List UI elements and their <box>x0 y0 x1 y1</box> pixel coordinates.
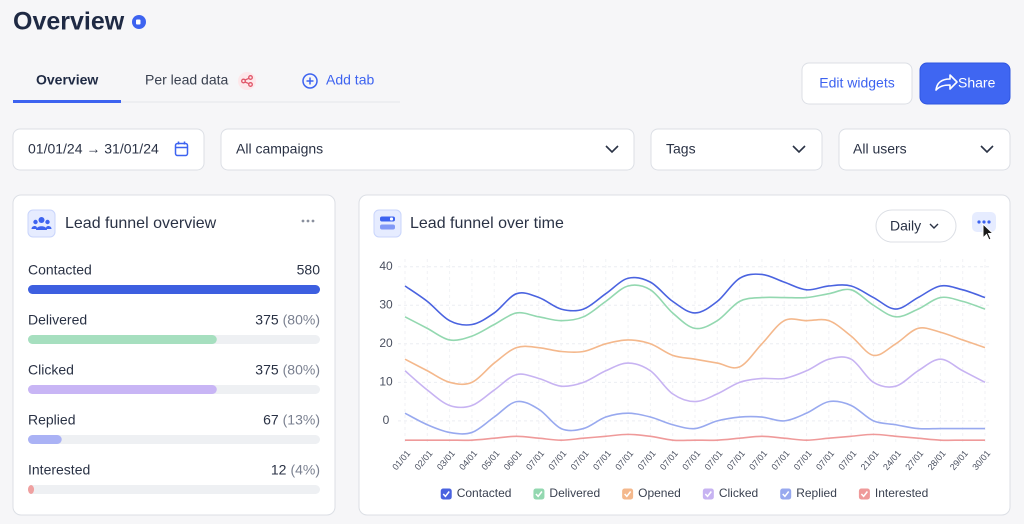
timeline-icon <box>380 216 395 230</box>
funnel-value: 580 <box>297 262 321 278</box>
funnel-value: 375 <box>255 362 279 378</box>
campaign-filter[interactable] <box>220 128 635 171</box>
people-icon <box>31 217 52 230</box>
filter-label: Tags <box>666 141 696 157</box>
share-nodes-icon <box>241 75 253 87</box>
period-dropdown[interactable] <box>875 209 957 243</box>
funnel-track <box>28 485 320 494</box>
legend-label[interactable]: Replied <box>796 486 837 500</box>
chevron <box>605 145 619 154</box>
legend-swatch <box>440 488 452 500</box>
y-tick-label: 0 <box>383 413 390 427</box>
funnel-percent: (13%) <box>283 412 320 428</box>
series-line <box>404 318 986 386</box>
legend-label[interactable]: Clicked <box>719 486 758 500</box>
chart-card <box>358 194 1011 516</box>
legend-check <box>782 491 790 498</box>
legend-swatch <box>858 488 870 500</box>
funnel-percent: (80%) <box>283 362 320 378</box>
funnel-label: Clicked <box>28 362 74 378</box>
y-tick-label: 30 <box>379 297 393 311</box>
card-menu[interactable] <box>301 219 315 223</box>
title-icon-glyph <box>136 19 141 25</box>
filter-label: All campaigns <box>236 141 323 157</box>
tab-icon <box>238 72 256 90</box>
period-label: Daily <box>890 218 921 234</box>
funnel-label: Delivered <box>28 312 87 328</box>
chevron <box>929 223 939 229</box>
funnel-bar <box>28 485 35 494</box>
users-filter[interactable] <box>838 128 1011 171</box>
funnel-bar <box>28 385 217 394</box>
filter-label: 01/01/24 → 31/01/24 <box>28 141 159 157</box>
calendar-icon <box>174 141 189 157</box>
edit-widgets-button[interactable] <box>801 62 913 105</box>
funnel-bar <box>28 435 62 444</box>
share-icon <box>935 74 958 91</box>
legend-swatch <box>622 488 634 500</box>
cursor <box>982 222 995 241</box>
add-icon <box>302 73 318 89</box>
funnel-label: Interested <box>28 462 90 478</box>
y-tick-label: 20 <box>379 336 393 350</box>
legend-check <box>860 491 868 498</box>
tags-filter[interactable] <box>650 128 823 171</box>
tab[interactable]: Add tab <box>326 72 374 88</box>
chevron <box>980 145 994 154</box>
legend-check <box>704 491 712 498</box>
add-icon-plus <box>306 77 314 85</box>
legend-label[interactable]: Opened <box>638 486 681 500</box>
card-icon <box>27 209 56 238</box>
chevron <box>792 145 806 154</box>
funnel-value: 67 <box>263 412 279 428</box>
series-line <box>404 400 985 435</box>
tab[interactable]: Overview <box>36 72 98 88</box>
funnel-value: 375 <box>255 312 279 328</box>
page-title: Overview <box>13 8 125 36</box>
funnel-bar <box>28 335 217 344</box>
legend-label[interactable]: Contacted <box>457 486 512 500</box>
series-line <box>404 356 986 409</box>
series-line <box>404 433 985 442</box>
y-tick-label: 40 <box>379 259 393 273</box>
legend-check <box>535 491 543 498</box>
legend-label[interactable]: Interested <box>875 486 928 500</box>
filter-label: All users <box>853 141 907 157</box>
funnel-value: 12 <box>271 462 287 478</box>
legend-check <box>624 491 632 498</box>
date-filter[interactable] <box>12 128 205 171</box>
legend-swatch <box>702 488 714 500</box>
legend-label[interactable]: Delivered <box>549 486 600 500</box>
series-line <box>404 273 986 326</box>
funnel-percent: (4%) <box>290 462 320 478</box>
y-tick-label: 10 <box>379 375 393 389</box>
funnel-bar <box>28 285 320 294</box>
button-label: Edit widgets <box>819 75 894 91</box>
legend-check <box>442 491 450 498</box>
funnel-label: Contacted <box>28 262 92 278</box>
tab[interactable]: Per lead data <box>145 72 228 88</box>
funnel-percent: (80%) <box>283 312 320 328</box>
share-button[interactable] <box>919 62 1011 105</box>
card-title: Lead funnel over time <box>410 215 564 232</box>
card-icon <box>373 209 402 238</box>
funnel-track <box>28 435 320 444</box>
card-title: Lead funnel overview <box>65 215 217 232</box>
legend-swatch <box>533 488 545 500</box>
legend-swatch <box>780 488 792 500</box>
button-label: Share <box>958 75 996 91</box>
series-line <box>404 284 986 342</box>
menu-dots <box>977 220 991 224</box>
funnel-label: Replied <box>28 412 75 428</box>
tab-underline <box>13 100 121 103</box>
